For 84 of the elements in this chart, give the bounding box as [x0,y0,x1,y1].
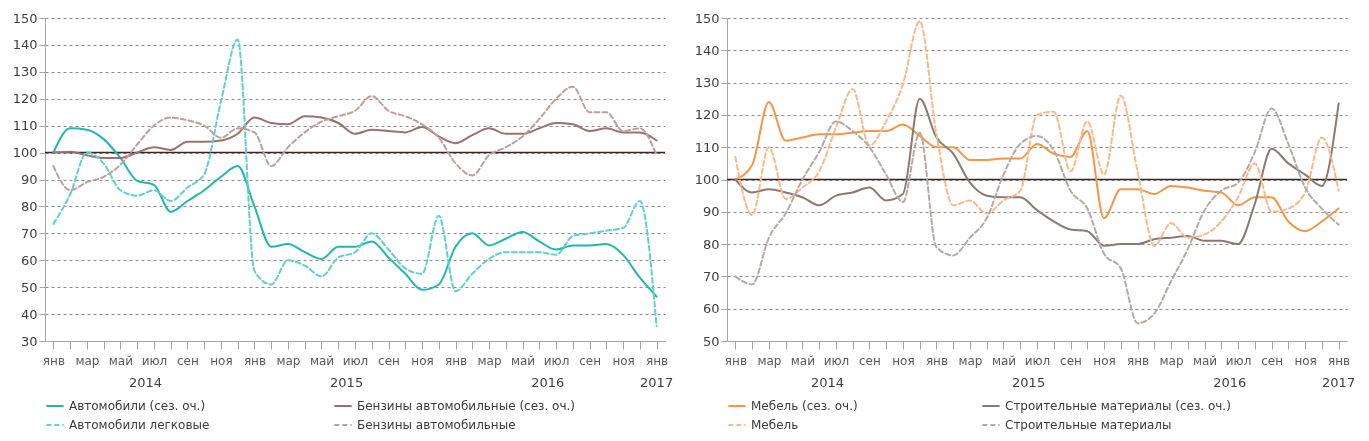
legend-label: Мебель [751,418,799,432]
y-tick-label: 80 [702,236,720,252]
x-tick-label: ноя [1093,353,1116,368]
y-tick-label: 150 [12,10,38,26]
text: 2015 [330,375,364,390]
legend-label: Строительные материалы [1005,418,1172,432]
y-tick-label: 80 [20,198,38,214]
y-tick-label: 70 [20,225,38,241]
x-tick-label: май [790,353,816,368]
x-tick-label: ноя [892,353,915,368]
legend-label: Строительные материалы (сез. оч.) [1005,399,1231,413]
y-tick-label: 90 [702,204,720,220]
x-tick-label: ноя [1294,353,1317,368]
x-tick-label: ноя [210,353,233,368]
y-tick-label: 100 [12,145,38,161]
x-tick-label: сен [1261,353,1284,368]
x-tick-label: июл [342,353,369,368]
y-tick-label: 70 [702,268,720,284]
y-tick-label: 50 [702,333,720,349]
y-tick-label: 60 [702,301,720,317]
x-tick-label: янв [243,353,267,368]
x-tick-label: май [1192,353,1218,368]
y-tick-label: 150 [694,10,720,26]
x-tick-label: янв [646,353,669,368]
text: 2017 [1322,375,1356,390]
x-tick-label: июл [823,353,850,368]
legend-label: Бензины автомобильные (сез. оч.) [357,399,575,413]
x-tick-label: янв [42,353,65,368]
x-tick-label: янв [444,353,468,368]
y-tick-label: 40 [20,306,38,322]
x-tick-label: июл [1225,353,1252,368]
x-tick-label: ноя [612,353,635,368]
text: 2015 [1012,375,1046,390]
legend-label: Бензины автомобильные [357,418,516,432]
line-series [734,107,1340,325]
y-tick-label: 60 [20,252,38,268]
x-tick-label: июл [1024,353,1051,368]
x-tick-label: июл [543,353,570,368]
text: 2014 [810,375,845,390]
x-tick-label: янв [925,353,949,368]
y-tick-label: 50 [20,279,38,295]
y-tick-label: 120 [12,91,38,107]
x-tick-label: мар [276,353,301,368]
y-tick-label: 90 [20,172,38,187]
x-tick-label: май [108,353,134,368]
x-tick-label: сен [177,353,199,368]
x-tick-label: ноя [411,353,434,368]
legend-label: Мебель (сез. оч.) [751,399,858,413]
text: 2016 [1213,375,1247,390]
line-series [52,115,658,159]
y-tick-label: 140 [12,37,38,53]
text: 2016 [531,375,565,390]
y-tick-label: 100 [694,172,720,187]
y-tick-label: 30 [20,333,38,349]
x-tick-label: мар [477,353,502,368]
x-tick-label: мар [75,353,100,368]
y-tick-label: 140 [694,42,720,58]
line-series [52,85,658,192]
x-tick-label: сен [859,353,881,368]
x-tick-label: сен [1060,353,1082,368]
y-tick-label: 110 [694,139,720,155]
y-tick-label: 110 [12,118,38,134]
text: 2017 [640,375,674,390]
legend-label: Автомобили (сез. оч.) [69,399,206,413]
x-tick-label: май [991,353,1017,368]
x-tick-label: июл [141,353,168,368]
line-series [52,127,658,298]
x-tick-label: мар [958,353,983,368]
x-tick-label: май [309,353,335,368]
x-tick-label: сен [378,353,400,368]
legend-label: Автомобили легковые [69,418,210,432]
x-tick-label: янв [724,353,747,368]
y-tick-label: 130 [694,75,720,91]
x-tick-label: янв [1328,353,1351,368]
x-tick-label: сен [579,353,602,368]
y-tick-label: 130 [12,64,38,80]
y-tick-label: 120 [694,107,720,123]
x-tick-label: май [510,353,536,368]
x-tick-label: мар [757,353,782,368]
x-tick-label: янв [1126,353,1150,368]
line-series [52,38,658,328]
line-series [734,20,1340,247]
x-tick-label: мар [1159,353,1184,368]
text: 2014 [128,375,163,390]
